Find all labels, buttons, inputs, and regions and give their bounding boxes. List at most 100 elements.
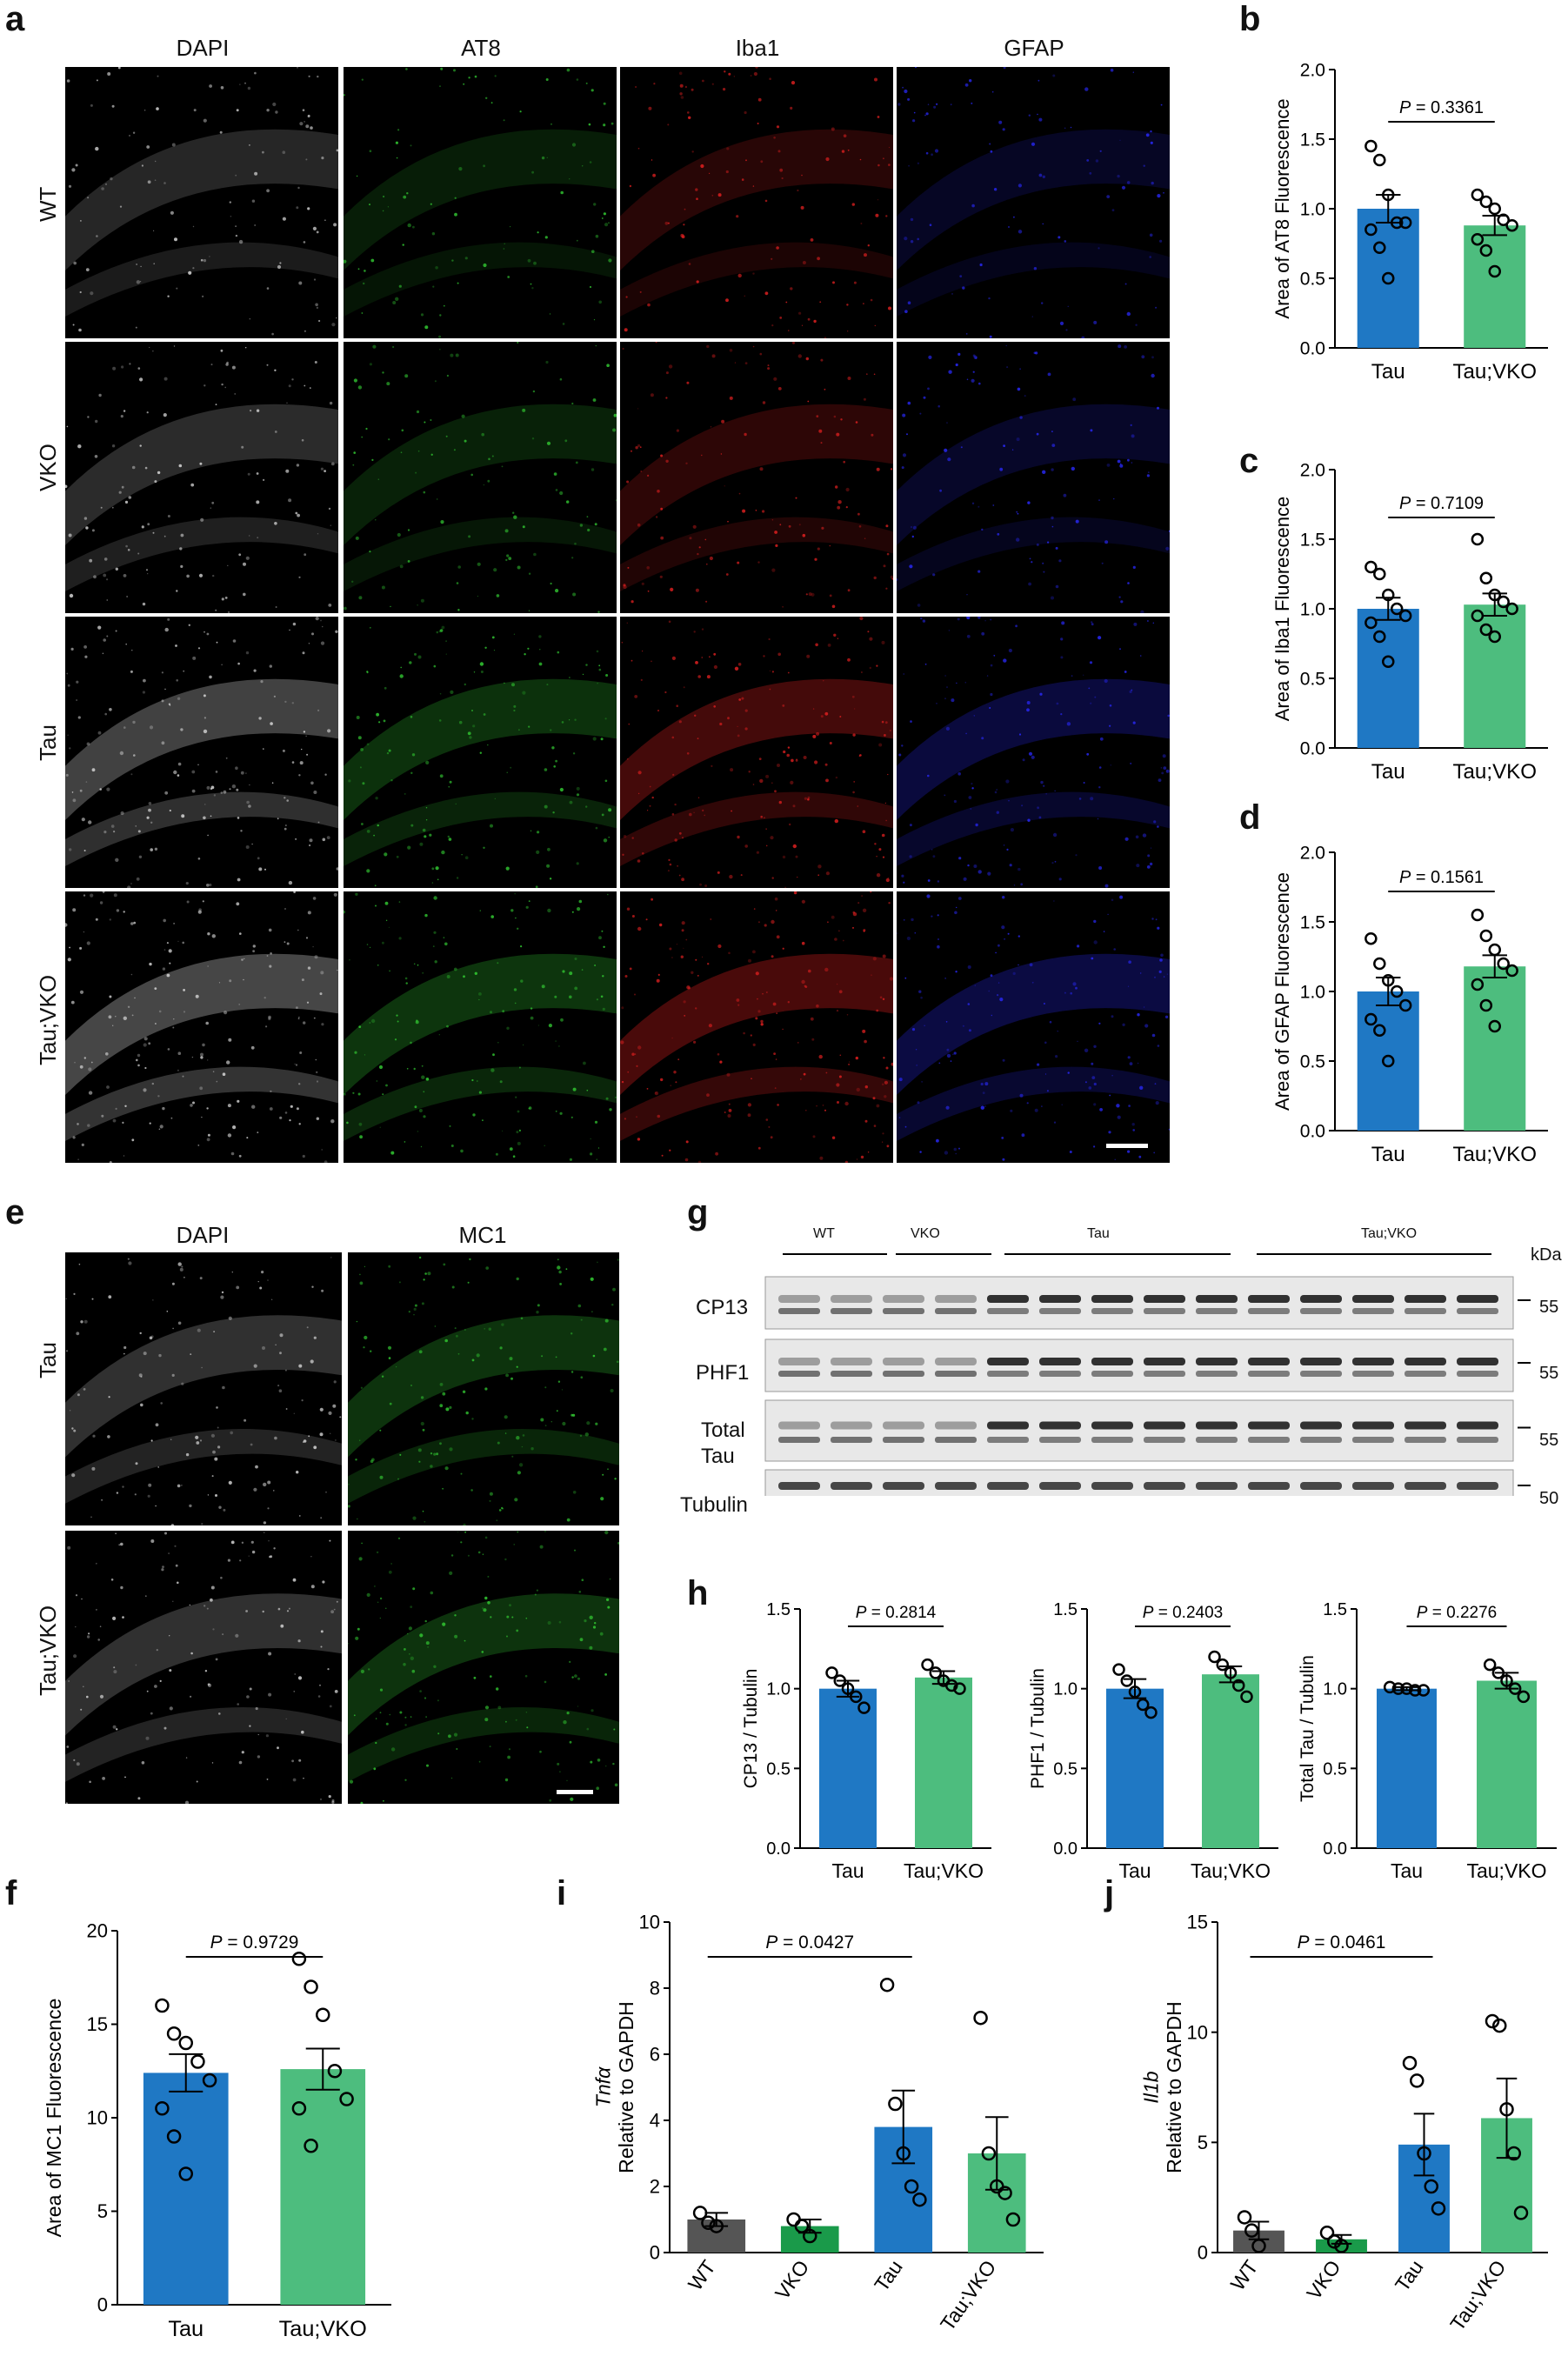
scale-bar-a — [1106, 1144, 1148, 1148]
blot-band — [987, 1371, 1029, 1377]
marker-total-tau: 55 — [1539, 1431, 1559, 1450]
data-point — [1431, 2201, 1446, 2216]
p-value-label: P = 0.2403 — [1143, 1604, 1223, 1622]
data-point — [1382, 588, 1395, 602]
data-point — [166, 2129, 182, 2144]
blot-band — [987, 1295, 1029, 1303]
panel-label-a: a — [5, 0, 25, 38]
data-point — [1471, 978, 1485, 991]
data-point — [1410, 2073, 1425, 2088]
p-value-label: P = 0.7109 — [1399, 494, 1484, 513]
group-label-wt: WT — [813, 1226, 835, 1241]
data-point — [1373, 567, 1386, 581]
blot-band — [1196, 1308, 1238, 1314]
p-value-label: P = 0.2814 — [856, 1604, 937, 1622]
blot-band — [1039, 1371, 1081, 1377]
data-point — [1479, 623, 1493, 637]
blot-label-tau: Tau — [701, 1445, 735, 1468]
data-point — [1398, 216, 1412, 230]
blot-band — [1039, 1482, 1081, 1490]
y-tick-label: 0.0 — [1300, 1121, 1325, 1141]
blot-band — [1457, 1308, 1498, 1314]
tile-a-r1-c0 — [65, 342, 338, 613]
blot-band — [831, 1358, 872, 1365]
tile-a-r3-c2 — [620, 891, 893, 1163]
marker-tubulin: 50 — [1539, 1489, 1559, 1508]
data-point — [1417, 1684, 1431, 1697]
data-point — [1382, 188, 1395, 202]
blot-band — [1248, 1308, 1290, 1314]
data-point — [1505, 602, 1518, 616]
data-point — [339, 2092, 354, 2106]
y-tick-label: 1.5 — [1300, 130, 1325, 150]
blot-band — [1196, 1437, 1238, 1443]
bar — [819, 1688, 877, 1848]
data-point — [921, 1658, 934, 1672]
data-point — [709, 2219, 724, 2233]
data-point — [1408, 1684, 1422, 1697]
tile-a-r1-c3 — [897, 342, 1170, 613]
y-tick-label: 0.5 — [1300, 1051, 1325, 1071]
blot-band — [1300, 1421, 1342, 1430]
y-axis-label: Area of AT8 Fluorescence — [1271, 98, 1293, 318]
data-point — [1005, 2212, 1021, 2227]
data-point — [1488, 264, 1501, 278]
data-point — [304, 1979, 318, 1994]
blot-band — [987, 1421, 1029, 1430]
data-point — [1492, 2018, 1507, 2033]
x-tick-label: VKO — [1302, 2256, 1344, 2304]
data-point — [304, 2139, 318, 2153]
blot-band — [1405, 1308, 1446, 1314]
blot-band — [1039, 1295, 1081, 1303]
data-point — [888, 2096, 903, 2112]
data-point — [1391, 1682, 1405, 1695]
blot-band — [1300, 1371, 1342, 1377]
data-point — [981, 2146, 997, 2161]
blot-band — [1405, 1295, 1446, 1303]
data-point — [1382, 655, 1395, 669]
data-point — [1327, 2234, 1342, 2249]
data-point — [1400, 1682, 1413, 1695]
data-point — [1488, 202, 1501, 216]
bar-chart-h-phf1: 0.0 0.5 1.0 1.5 Tau Tau;VKO P = 0.2403 PHF1 / T… — [1028, 1600, 1278, 1882]
blot-label-tubulin: Tubulin — [680, 1493, 748, 1517]
bar — [1464, 604, 1526, 748]
data-point — [327, 2064, 343, 2079]
data-point — [291, 1952, 307, 1966]
bar — [1357, 991, 1419, 1131]
data-point — [1491, 1666, 1505, 1679]
tile-e-r1-c1 — [348, 1531, 619, 1804]
blot-band — [935, 1308, 977, 1314]
data-point — [1251, 2239, 1266, 2253]
x-tick-label: Tau — [1391, 2256, 1428, 2295]
y-axis-label: Relative to GAPDH — [1163, 2001, 1185, 2173]
y-tick-label: 0.5 — [766, 1759, 791, 1779]
data-point — [178, 2166, 193, 2181]
data-point — [1513, 2206, 1529, 2220]
blot-band — [1457, 1437, 1498, 1443]
blot-band — [778, 1308, 820, 1314]
data-point — [1497, 595, 1510, 609]
blot-band — [1144, 1358, 1185, 1365]
y-axis-label: Area of MC1 Fluorescence — [43, 1999, 65, 2238]
col-header-iba1: Iba1 — [735, 35, 780, 61]
x-tick-label: Tau — [1371, 760, 1405, 784]
blot-band — [1300, 1295, 1342, 1303]
y-tick-label: 1.0 — [1053, 1680, 1078, 1699]
blot-label-total: Total — [701, 1418, 745, 1442]
data-point — [896, 2146, 911, 2161]
blot-band — [935, 1295, 977, 1303]
x-tick-label: Tau — [1371, 1143, 1405, 1166]
tile-a-r1-c1 — [344, 342, 617, 613]
bar — [1357, 209, 1419, 348]
data-point — [786, 2212, 801, 2227]
data-point — [1500, 1674, 1513, 1687]
blot-strip-3 — [764, 1469, 1514, 1496]
data-point — [1373, 241, 1386, 255]
blot-band — [1196, 1371, 1238, 1377]
data-point — [1497, 957, 1510, 971]
p-value-label: P = 0.1561 — [1399, 868, 1484, 887]
row-header-tau-vko: Tau;VKO — [35, 974, 61, 1065]
row-header-e-tau: Tau — [35, 1342, 61, 1378]
blot-band — [1405, 1437, 1446, 1443]
